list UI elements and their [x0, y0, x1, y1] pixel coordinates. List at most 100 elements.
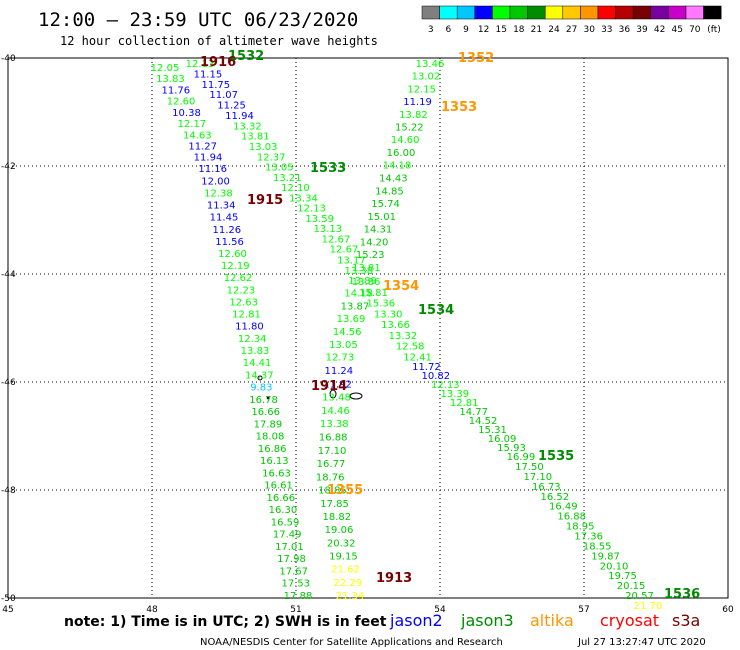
- legend-tick-label: 15: [495, 25, 506, 35]
- swh-value: 12.17: [178, 119, 207, 130]
- legend-swatch: [421, 5, 440, 20]
- lon-tick-label: 51: [290, 605, 301, 615]
- legend-unit: (ft): [707, 25, 721, 35]
- mission-label: jason2: [389, 611, 443, 630]
- track-t1: 12.0513.8311.7612.6010.3812.1714.6311.27…: [151, 63, 313, 602]
- swh-value: 12.62: [224, 273, 253, 284]
- swh-value: 12.67: [330, 245, 359, 256]
- swh-value: 17.98: [277, 554, 306, 565]
- legend-tick-label: 21: [531, 25, 542, 35]
- swh-value: 14.18: [344, 289, 373, 300]
- lat-tick-label: -40: [1, 54, 16, 64]
- swh-value: 14.43: [379, 174, 408, 185]
- swh-value: 11.16: [198, 164, 227, 175]
- lon-tick-label: 48: [146, 605, 158, 615]
- swh-value: 14.85: [375, 186, 404, 197]
- lon-tick-label: 60: [722, 605, 734, 615]
- mission-label: altika: [530, 611, 574, 630]
- legend-swatch: [668, 5, 687, 20]
- swh-value: 13.59: [305, 214, 334, 225]
- legend-tick-label: 3: [428, 25, 434, 35]
- swh-value: 17.89: [254, 420, 283, 431]
- swh-value: 13.21: [273, 173, 302, 184]
- swh-value: 13.82: [399, 110, 428, 121]
- swh-value: 12.81: [232, 310, 261, 321]
- swh-value: 15.22: [395, 123, 424, 134]
- swh-value: 12.13: [431, 380, 460, 391]
- legend-swatch: [544, 5, 564, 20]
- swh-value: 11.94: [225, 111, 254, 122]
- legend-tick-label: 45: [671, 25, 682, 35]
- swh-value: 13.32: [233, 121, 262, 132]
- swh-value: 11.72: [412, 362, 441, 373]
- swh-value: 19.06: [325, 525, 354, 536]
- pass-number-label: 1914: [311, 379, 347, 394]
- legend-swatch: [439, 5, 458, 20]
- legend-swatch: [492, 5, 511, 20]
- mission-label: jason3: [460, 611, 514, 630]
- swh-value: 11.45: [210, 213, 239, 224]
- swh-value: 13.87: [341, 301, 370, 312]
- swh-value: 16.88: [319, 433, 348, 444]
- swh-value: 11.19: [403, 97, 432, 108]
- swh-value: 16.61: [264, 481, 293, 492]
- swh-value: 18.85: [318, 486, 347, 497]
- swh-value: 13.83: [156, 74, 185, 85]
- legend-swatch: [597, 5, 616, 20]
- swh-value: 12.10: [281, 183, 310, 194]
- swh-value: 13.39: [440, 389, 469, 400]
- swh-value: 12.05: [151, 63, 180, 74]
- island-outline: [257, 375, 263, 381]
- swh-value: 12.15: [407, 84, 436, 95]
- legend-tick-label: 42: [654, 25, 665, 35]
- swh-value: 18.08: [256, 432, 285, 443]
- swh-value: 13.69: [337, 314, 366, 325]
- swh-value: 16.52: [540, 492, 569, 503]
- swh-value: 12.13: [186, 59, 215, 70]
- swh-value: 12.73: [326, 353, 355, 364]
- swh-value: 15.74: [371, 199, 400, 210]
- swh-value: 13.81: [352, 263, 381, 274]
- swh-value: 20.57: [625, 591, 654, 602]
- swh-value: 11.76: [161, 85, 190, 96]
- swh-value: 13.66: [381, 320, 410, 331]
- swh-value: 13.34: [289, 194, 318, 205]
- legend-swatch: [527, 5, 546, 20]
- swh-value: 13.86: [352, 277, 381, 288]
- lon-tick-label: 57: [578, 605, 589, 615]
- swh-value: 19.87: [591, 551, 620, 562]
- swh-value: 15.93: [497, 443, 526, 454]
- swh-color-legend: 3 6 9 12 15 18 21 24 27 30 33 36 39 42 45 70 (ft): [421, 5, 722, 35]
- swh-value: 12.00: [201, 176, 230, 187]
- swh-value: 16.59: [271, 518, 300, 529]
- map-frame: [7, 57, 729, 599]
- swh-value: 14.41: [243, 358, 272, 369]
- legend-swatch: [580, 5, 599, 20]
- swh-value: 19.75: [608, 571, 637, 582]
- legend-tick-label: 33: [601, 25, 612, 35]
- swh-value: 11.27: [188, 142, 217, 153]
- mission-legend: jason2 jason3 altika cryosat s3a: [389, 611, 700, 630]
- swh-value: 13.46: [416, 59, 445, 70]
- swh-value: 14.60: [391, 135, 420, 146]
- swh-value: 16.88: [557, 512, 586, 523]
- map-subtitle: 12 hour collection of altimeter wave hei…: [60, 34, 378, 48]
- swh-value: 16.73: [532, 482, 561, 493]
- track-t2: 12.1311.1511.7511.0711.2511.9413.3213.81…: [186, 59, 663, 612]
- swh-value: 12.67: [322, 234, 351, 245]
- pass-number-label: 1355: [327, 483, 363, 498]
- legend-swatch: [509, 5, 528, 20]
- swh-value: 12.41: [403, 353, 432, 364]
- lon-tick-label: 45: [2, 605, 13, 615]
- swh-value: 13.83: [241, 346, 270, 357]
- swh-value: 18.55: [583, 541, 612, 552]
- island-outlines: [257, 375, 363, 400]
- island-outline: [349, 392, 363, 400]
- island-outline: [329, 389, 337, 399]
- swh-value: 13.81: [241, 132, 270, 143]
- swh-value: 16.30: [269, 505, 298, 516]
- mission-label: s3a: [672, 611, 700, 630]
- legend-swatch: [456, 5, 476, 20]
- pass-labels: 1532 1533 1534 1535 1536 1352 1353 1354 1355 1913…: [200, 49, 700, 602]
